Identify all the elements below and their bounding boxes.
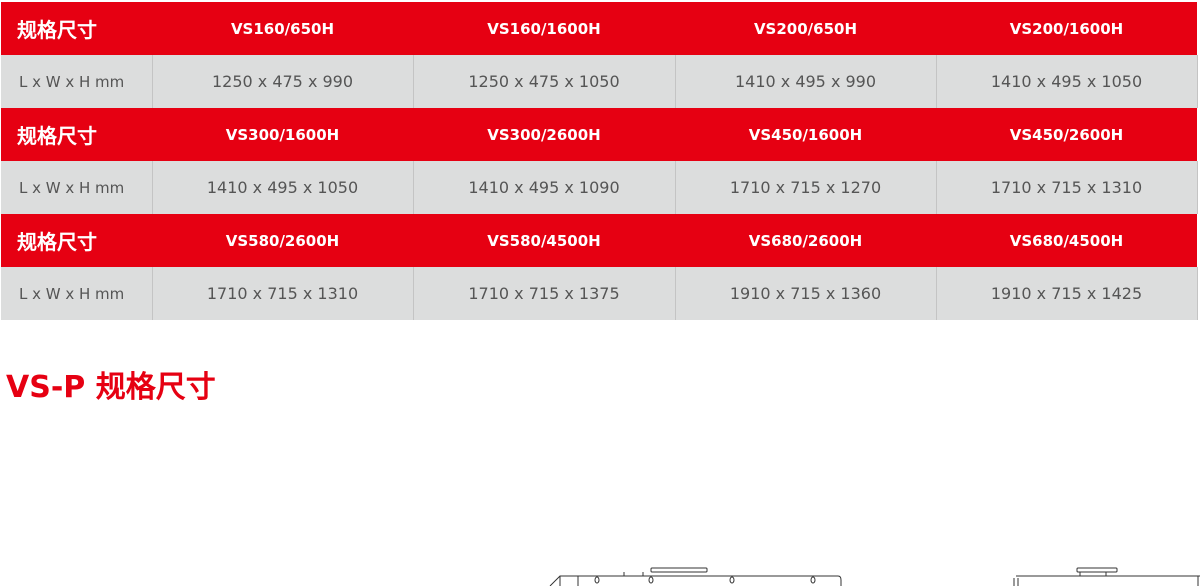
- dimension-row: L x W x H mm 1250 x 475 x 990 1250 x 475 x…: [1, 55, 1198, 108]
- dimension-value: 1410 x 495 x 1050: [152, 161, 414, 214]
- dimension-value: 1910 x 715 x 1360: [675, 267, 937, 320]
- spec-table: 规格尺寸 VS160/650H VS160/1600H VS200/650H VS200…: [1, 2, 1198, 320]
- dimension-row: L x W x H mm 1410 x 495 x 1050 1410 x 495 …: [1, 161, 1198, 214]
- model-name: VS450/2600H: [936, 108, 1197, 161]
- model-name: VS300/2600H: [413, 108, 675, 161]
- dimension-value: 1710 x 715 x 1270: [675, 161, 937, 214]
- model-name: VS200/650H: [675, 2, 936, 55]
- spec-label: 规格尺寸: [1, 108, 152, 161]
- section-title: VS-P 规格尺寸: [6, 370, 216, 405]
- dimension-row: L x W x H mm 1710 x 715 x 1310 1710 x 715 …: [1, 267, 1198, 320]
- model-name: VS450/1600H: [675, 108, 936, 161]
- dimension-value: 1710 x 715 x 1310: [152, 267, 414, 320]
- dimension-value: 1250 x 475 x 1050: [413, 55, 676, 108]
- dimension-value: 1710 x 715 x 1375: [413, 267, 676, 320]
- model-header-row: 规格尺寸 VS160/650H VS160/1600H VS200/650H VS200…: [1, 2, 1197, 55]
- model-name: VS580/4500H: [413, 214, 675, 267]
- spec-label: 规格尺寸: [1, 2, 152, 55]
- spec-label: 规格尺寸: [1, 214, 152, 267]
- dimension-value: 1410 x 495 x 1090: [413, 161, 676, 214]
- model-name: VS200/1600H: [936, 2, 1197, 55]
- model-name: VS680/4500H: [936, 214, 1197, 267]
- model-header-row: 规格尺寸 VS580/2600H VS580/4500H VS680/2600H VS6…: [1, 214, 1197, 267]
- model-name: VS300/1600H: [152, 108, 413, 161]
- dimension-label: L x W x H mm: [1, 161, 153, 214]
- dimension-label: L x W x H mm: [1, 267, 153, 320]
- model-header-row: 规格尺寸 VS300/1600H VS300/2600H VS450/1600H VS4…: [1, 108, 1197, 161]
- dimension-label: L x W x H mm: [1, 55, 153, 108]
- dimension-value: 1410 x 495 x 990: [675, 55, 937, 108]
- dimension-value: 1410 x 495 x 1050: [936, 55, 1198, 108]
- dimension-value: 1250 x 475 x 990: [152, 55, 414, 108]
- model-name: VS680/2600H: [675, 214, 936, 267]
- machine-drawing: [549, 567, 1200, 586]
- model-name: VS580/2600H: [152, 214, 413, 267]
- model-name: VS160/650H: [152, 2, 413, 55]
- dimension-value: 1910 x 715 x 1425: [936, 267, 1198, 320]
- dimension-value: 1710 x 715 x 1310: [936, 161, 1198, 214]
- model-name: VS160/1600H: [413, 2, 675, 55]
